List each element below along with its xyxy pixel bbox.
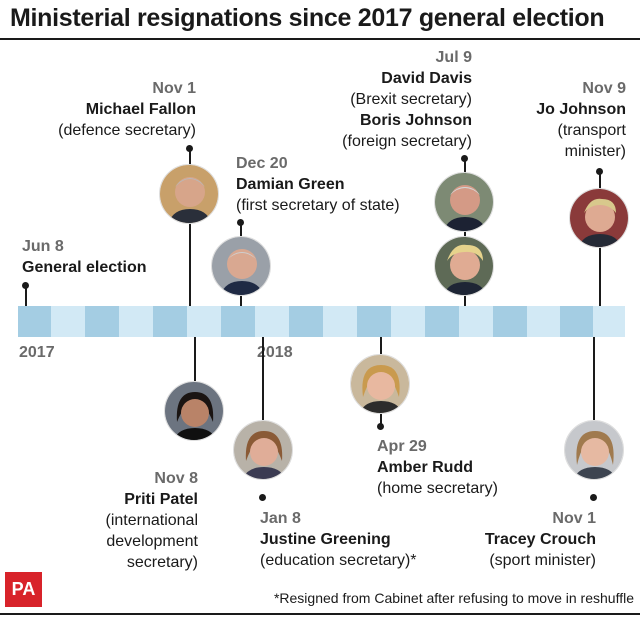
connector-line	[464, 159, 466, 306]
event-date: Nov 8	[154, 470, 198, 487]
page-title: Ministerial resignations since 2017 gene…	[10, 4, 605, 32]
justine-greening-photo	[233, 420, 293, 480]
boris-johnson-photo	[434, 236, 494, 296]
timeline-segment	[323, 306, 357, 337]
connector-dot	[377, 423, 384, 430]
event-jo-johnson: Nov 9 Jo Johnson (transport minister)	[536, 78, 626, 162]
timeline-segment	[221, 306, 255, 337]
timeline-segment	[153, 306, 187, 337]
event-name: Jo Johnson	[536, 101, 626, 118]
event-role: (education secretary)*	[260, 552, 417, 569]
title-divider	[0, 38, 640, 40]
timeline-segment	[85, 306, 119, 337]
timeline-segment	[459, 306, 493, 337]
priti-patel-photo	[164, 381, 224, 441]
timeline-segment	[425, 306, 459, 337]
david-davis-photo	[434, 172, 494, 232]
connector-dot	[596, 168, 603, 175]
event-role: (defence secretary)	[58, 122, 196, 139]
amber-rudd-photo	[350, 354, 410, 414]
connector-line	[262, 337, 264, 420]
timeline-segment	[119, 306, 153, 337]
event-role: (Brexit secretary)	[350, 91, 472, 108]
event-date: Jul 9	[435, 49, 472, 66]
event-name: Justine Greening	[260, 531, 391, 548]
tracey-crouch-photo	[564, 420, 624, 480]
event-tracey-crouch: Nov 1 Tracey Crouch (sport minister)	[485, 508, 596, 571]
timeline-segment	[18, 306, 51, 337]
year-label-2017: 2017	[19, 344, 55, 361]
jo-johnson-photo	[569, 188, 629, 248]
event-role: (transport	[557, 122, 626, 139]
timeline-segment	[593, 306, 625, 337]
event-date: Dec 20	[236, 155, 288, 172]
event-michael-fallon: Nov 1 Michael Fallon (defence secretary)	[58, 78, 196, 141]
timeline-segment	[51, 306, 85, 337]
event-damian-green: Dec 20 Damian Green (first secretary of …	[236, 153, 400, 216]
connector-dot	[237, 219, 244, 226]
pa-logo: PA	[5, 572, 42, 607]
timeline-segment	[560, 306, 593, 337]
connector-dot	[590, 494, 597, 501]
event-role: (home secretary)	[377, 480, 498, 497]
event-date: Nov 9	[582, 80, 626, 97]
event-role: development	[106, 533, 198, 550]
timeline-segment	[527, 306, 560, 337]
michael-fallon-photo	[159, 164, 219, 224]
event-name: Priti Patel	[124, 491, 198, 508]
connector-dot	[461, 155, 468, 162]
timeline-bar	[18, 306, 625, 337]
connector-line	[380, 337, 382, 354]
connector-dot	[186, 145, 193, 152]
event-date: Nov 1	[152, 80, 196, 97]
event-name: Damian Green	[236, 176, 345, 193]
event-david-davis-boris-johnson: Jul 9 David Davis (Brexit secretary) Bor…	[342, 47, 472, 152]
connector-dot	[22, 282, 29, 289]
event-general-election: Jun 8 General election	[22, 236, 147, 278]
event-role: minister)	[564, 143, 626, 160]
event-role: (first secretary of state)	[236, 197, 400, 214]
timeline-segment	[187, 306, 221, 337]
event-date: Jun 8	[22, 238, 64, 255]
bottom-divider	[0, 613, 640, 615]
event-date: Apr 29	[377, 438, 427, 455]
event-justine-greening: Jan 8 Justine Greening (education secret…	[260, 508, 417, 571]
event-role: secretary)	[126, 554, 198, 571]
event-role: (sport minister)	[489, 552, 596, 569]
timeline-segment	[493, 306, 527, 337]
timeline-segment	[289, 306, 323, 337]
event-name: Amber Rudd	[377, 459, 473, 476]
event-role: (international	[105, 512, 199, 529]
timeline-segment	[357, 306, 391, 337]
event-name: Tracey Crouch	[484, 531, 596, 548]
connector-line	[593, 337, 595, 420]
event-priti-patel: Nov 8 Priti Patel (international develop…	[106, 468, 199, 573]
connector-line	[25, 286, 27, 306]
event-amber-rudd: Apr 29 Amber Rudd (home secretary)	[377, 436, 498, 499]
event-date: Jan 8	[260, 510, 301, 527]
event-name: David Davis	[381, 70, 472, 87]
event-name: Boris Johnson	[359, 112, 472, 129]
timeline-segment	[391, 306, 425, 337]
connector-dot	[259, 494, 266, 501]
event-role: (foreign secretary)	[342, 133, 472, 150]
event-date: Nov 1	[552, 510, 596, 527]
year-label-2018: 2018	[257, 344, 293, 361]
connector-line	[194, 337, 196, 381]
event-name: General election	[22, 259, 147, 276]
damian-green-photo	[211, 236, 271, 296]
connector-line	[380, 414, 382, 424]
event-name: Michael Fallon	[85, 101, 196, 118]
connector-line	[189, 149, 191, 306]
timeline-segment	[255, 306, 289, 337]
footnote: *Resigned from Cabinet after refusing to…	[273, 590, 634, 606]
